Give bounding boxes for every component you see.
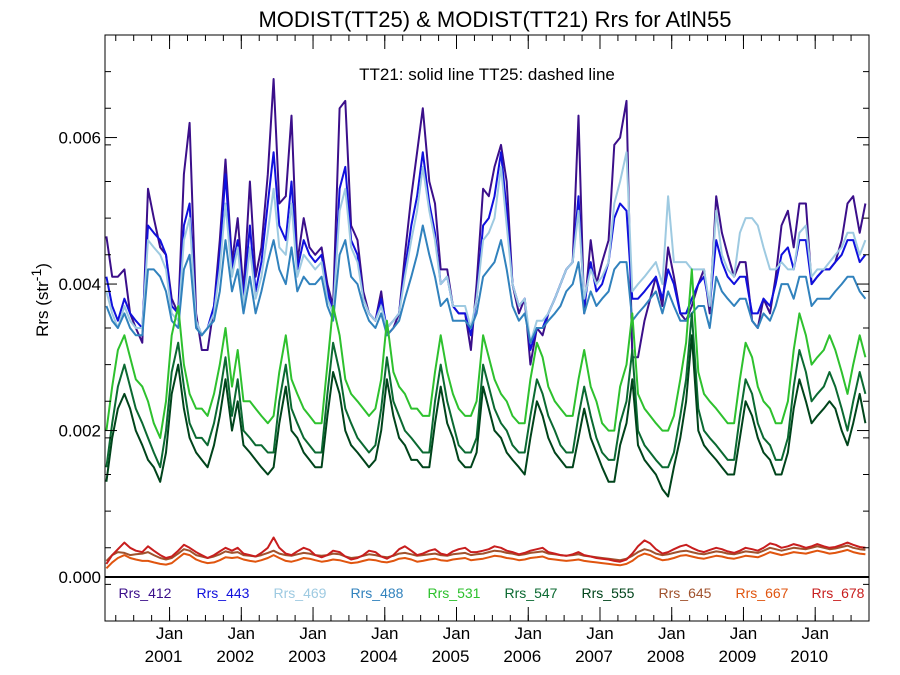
legend-item-rrs-667: Rrs_667 [736,585,789,601]
y-axis-label: Rrs (str-1) [28,263,52,337]
x-tick-year: 2003 [288,647,326,666]
x-tick-year: 2002 [216,647,254,666]
legend-item-rrs-531: Rrs_531 [428,585,481,601]
plot-area [104,34,870,622]
series-line-rrs-667 [105,548,866,570]
series-lines [105,78,867,570]
x-tick-year: 2006 [503,647,541,666]
y-tick-label: 0.000 [58,568,101,587]
legend: Rrs_412 Rrs_443 Rrs_469 Rrs_488 Rrs_531 Rrs_5… [119,585,865,601]
series-line-rrs-678 [105,536,866,565]
x-tick-month: Jan [801,624,828,643]
x-tick-year: 2010 [790,647,828,666]
line-style-annotation: TT21: solid line TT25: dashed line [359,65,615,84]
y-tick-label: 0.002 [58,422,101,441]
x-tick-month: Jan [371,624,398,643]
series-line-rrs-531 [105,268,867,439]
y-axis: 0.000 0.002 0.004 0.006 [58,71,869,622]
x-tick-month: Jan [299,624,326,643]
x-tick-month: Jan [156,624,183,643]
series-line-rrs-488 [105,224,867,344]
series-line-rrs-412 [105,78,867,366]
x-tick-month: Jan [228,624,255,643]
series-line-rrs-555 [105,334,867,498]
legend-item-rrs-443: Rrs_443 [197,585,250,601]
legend-item-rrs-488: Rrs_488 [351,585,404,601]
legend-item-rrs-678: Rrs_678 [812,585,865,601]
series-line-rrs-443 [105,151,867,351]
series-line-rrs-547 [105,312,867,469]
x-tick-year: 2004 [360,647,398,666]
legend-item-rrs-412: Rrs_412 [119,585,172,601]
legend-item-rrs-469: Rrs_469 [274,585,327,601]
x-tick-year: 2005 [432,647,470,666]
x-axis: Jan 2001 Jan 2002 Jan 2003 Jan 2004 Jan 2005 Jan 20… [115,35,870,666]
legend-item-rrs-645: Rrs_645 [659,585,712,601]
x-tick-month: Jan [586,624,613,643]
y-tick-label: 0.004 [58,275,101,294]
series-line-rrs-645 [105,544,866,562]
x-tick-month: Jan [658,624,685,643]
y-tick-label: 0.006 [58,129,101,148]
x-tick-month: Jan [443,624,470,643]
x-tick-month: Jan [730,624,757,643]
series-line-rrs-469 [105,151,867,344]
legend-item-rrs-547: Rrs_547 [505,585,558,601]
x-tick-year: 2009 [719,647,757,666]
legend-item-rrs-555: Rrs_555 [582,585,635,601]
x-tick-year: 2007 [575,647,613,666]
x-tick-year: 2008 [647,647,685,666]
x-tick-year: 2001 [145,647,183,666]
plot-frame [104,34,870,622]
x-tick-month: Jan [515,624,542,643]
chart-title: MODIST(TT25) & MODIST(TT21) Rrs for AtlN… [258,7,731,32]
